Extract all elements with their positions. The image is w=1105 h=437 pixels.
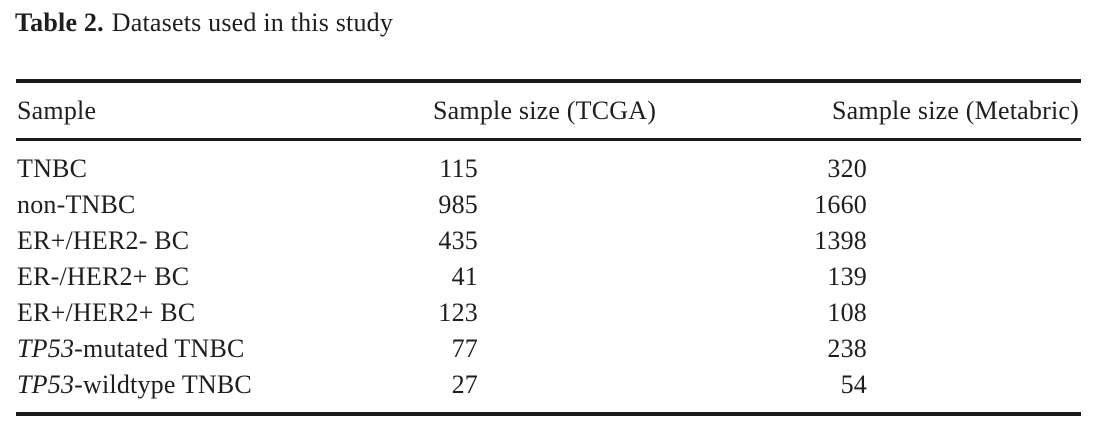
sample-label: -wildtype TNBC <box>74 370 252 399</box>
sample-cell: TNBC <box>17 151 87 187</box>
gene-symbol-italic: TP53 <box>17 370 75 399</box>
table-row: TP53-mutated TNBC 77 238 <box>0 331 1105 367</box>
table-top-rule <box>16 79 1081 83</box>
tcga-sample-size-cell: 115 <box>439 154 478 183</box>
sample-label: ER+/HER2+ BC <box>17 298 196 327</box>
sample-label: ER+/HER2- BC <box>17 226 190 255</box>
table-row: ER+/HER2+ BC 123 108 <box>0 295 1105 331</box>
table-row: ER+/HER2- BC 435 1398 <box>0 223 1105 259</box>
table-header-row: Sample Sample size (TCGA) Sample size (M… <box>0 83 1105 138</box>
table-body: TNBC 115 320 non-TNBC 985 1660 ER+/HER2- BC 435… <box>0 141 1105 403</box>
metabric-sample-size-cell: 54 <box>840 370 867 399</box>
table-bottom-rule <box>16 412 1081 416</box>
metabric-sample-size-cell: 1660 <box>814 190 867 219</box>
sample-cell: TP53-mutated TNBC <box>17 331 245 367</box>
column-header-sample: Sample <box>17 96 97 125</box>
table-row: ER-/HER2+ BC 41 139 <box>0 259 1105 295</box>
sample-cell: ER-/HER2+ BC <box>17 259 189 295</box>
metabric-sample-size-cell: 108 <box>827 298 867 327</box>
sample-cell: ER+/HER2+ BC <box>17 295 195 331</box>
table-row: TP53-wildtype TNBC 27 54 <box>0 367 1105 403</box>
tcga-sample-size-cell: 435 <box>438 226 478 255</box>
metabric-sample-size-cell: 1398 <box>814 226 867 255</box>
sample-label: non-TNBC <box>17 190 136 219</box>
column-header-sample-size-metabric: Sample size (Metabric) <box>832 96 1079 125</box>
sample-label: TNBC <box>17 154 88 183</box>
table-row: non-TNBC 985 1660 <box>0 187 1105 223</box>
tcga-sample-size-cell: 77 <box>451 334 478 363</box>
sample-cell: non-TNBC <box>17 187 136 223</box>
sample-label: ER-/HER2+ BC <box>17 262 190 291</box>
metabric-sample-size-cell: 238 <box>827 334 867 363</box>
column-header-sample-size-tcga: Sample size (TCGA) <box>433 96 657 125</box>
tcga-sample-size-cell: 985 <box>438 190 478 219</box>
table-header-rule <box>16 138 1081 141</box>
metabric-sample-size-cell: 139 <box>827 262 867 291</box>
sample-label: -mutated TNBC <box>74 334 245 363</box>
table-caption-text: Datasets used in this study <box>111 8 394 37</box>
tcga-sample-size-cell: 41 <box>451 262 478 291</box>
table-caption-label: Table 2. <box>15 8 104 37</box>
tcga-sample-size-cell: 27 <box>451 370 478 399</box>
metabric-sample-size-cell: 320 <box>827 154 867 183</box>
table-caption: Table 2. Datasets used in this study <box>15 6 393 40</box>
tcga-sample-size-cell: 123 <box>438 298 478 327</box>
sample-cell: TP53-wildtype TNBC <box>17 367 252 403</box>
sample-cell: ER+/HER2- BC <box>17 223 189 259</box>
table-row: TNBC 115 320 <box>0 151 1105 187</box>
gene-symbol-italic: TP53 <box>17 334 75 363</box>
